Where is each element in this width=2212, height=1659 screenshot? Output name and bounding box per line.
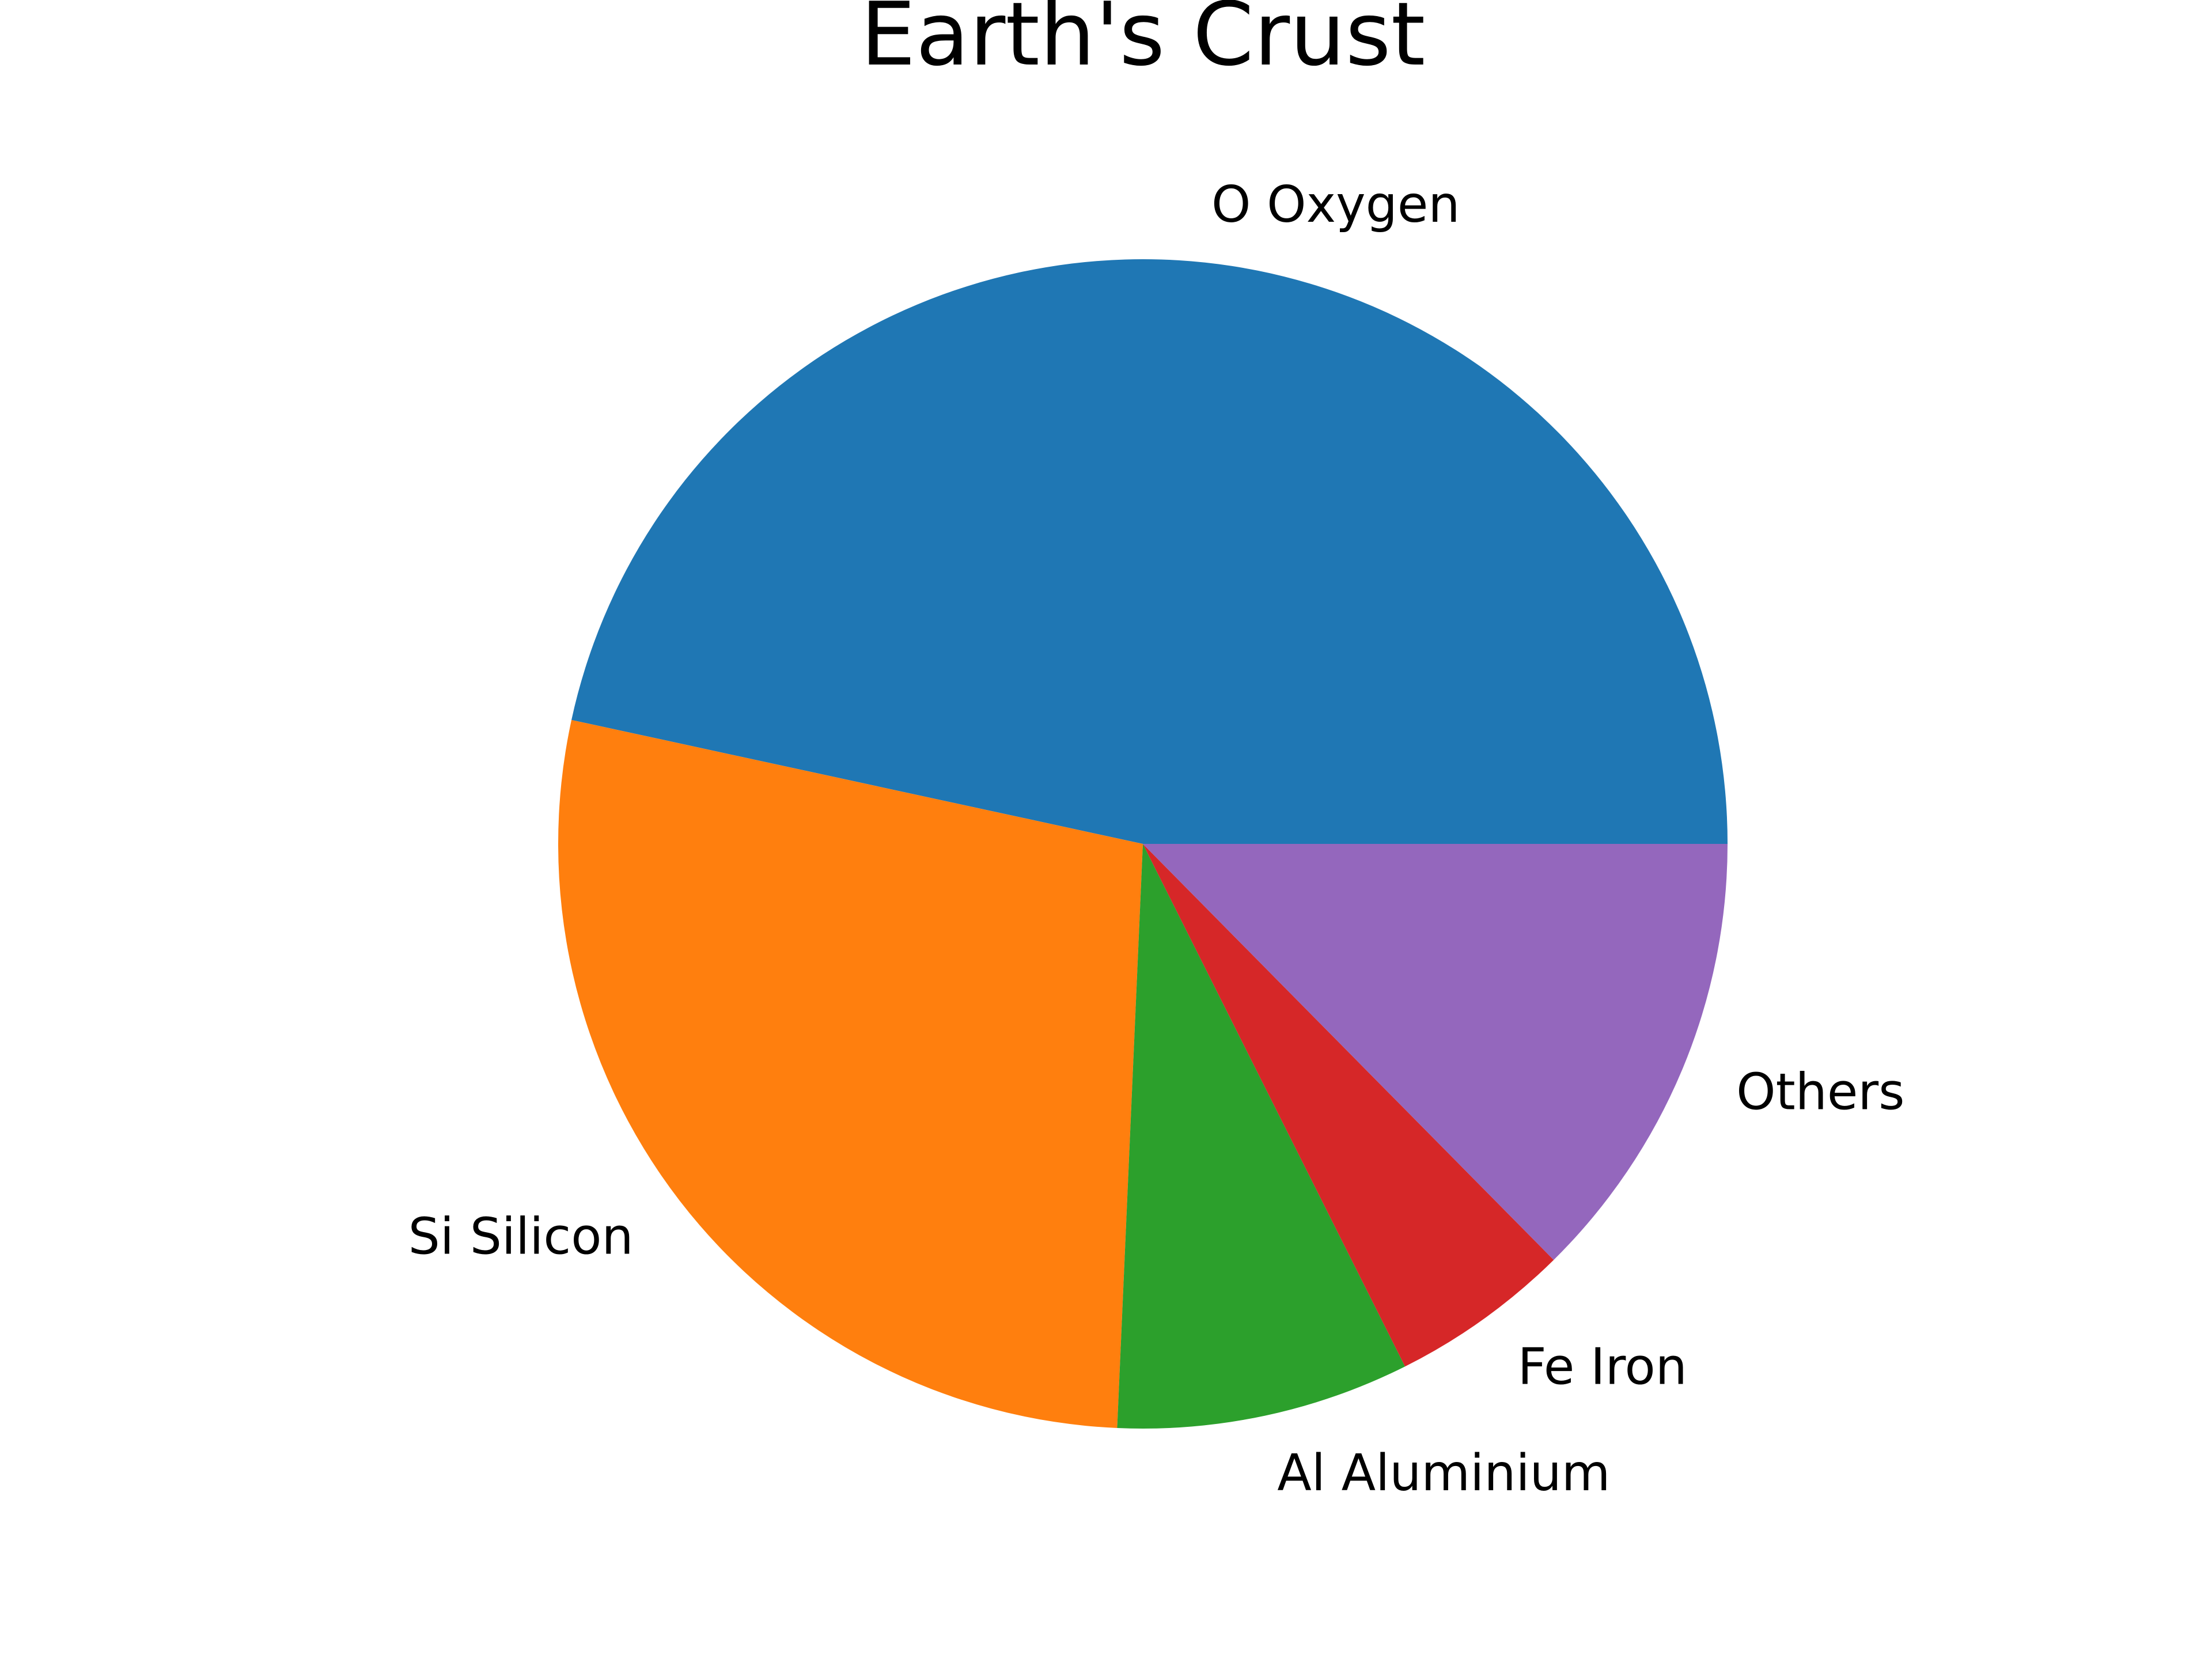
pie-label-others: Others [1736, 1063, 1904, 1122]
pie-label-o-oxygen: O Oxygen [1211, 175, 1460, 234]
pie-label-al-aluminium: Al Aluminium [1277, 1444, 1610, 1502]
pie-slice-fe-iron [1143, 844, 1554, 1367]
pie-slice-al-aluminium [1117, 844, 1406, 1429]
pie-label-fe-iron: Fe Iron [1518, 1337, 1687, 1396]
pie-label-si-silicon: Si Silicon [408, 1207, 634, 1266]
pie-slice-si-silicon [558, 719, 1143, 1429]
pie-labels: O Oxygen Si Silicon Al Aluminium Fe Iron Oth… [408, 175, 1905, 1502]
pie-slice-o-oxygen [571, 259, 1728, 844]
pie-slices [558, 259, 1728, 1429]
chart-title: Earth's Crust [861, 0, 1426, 85]
pie-slice-others [1143, 844, 1728, 1260]
